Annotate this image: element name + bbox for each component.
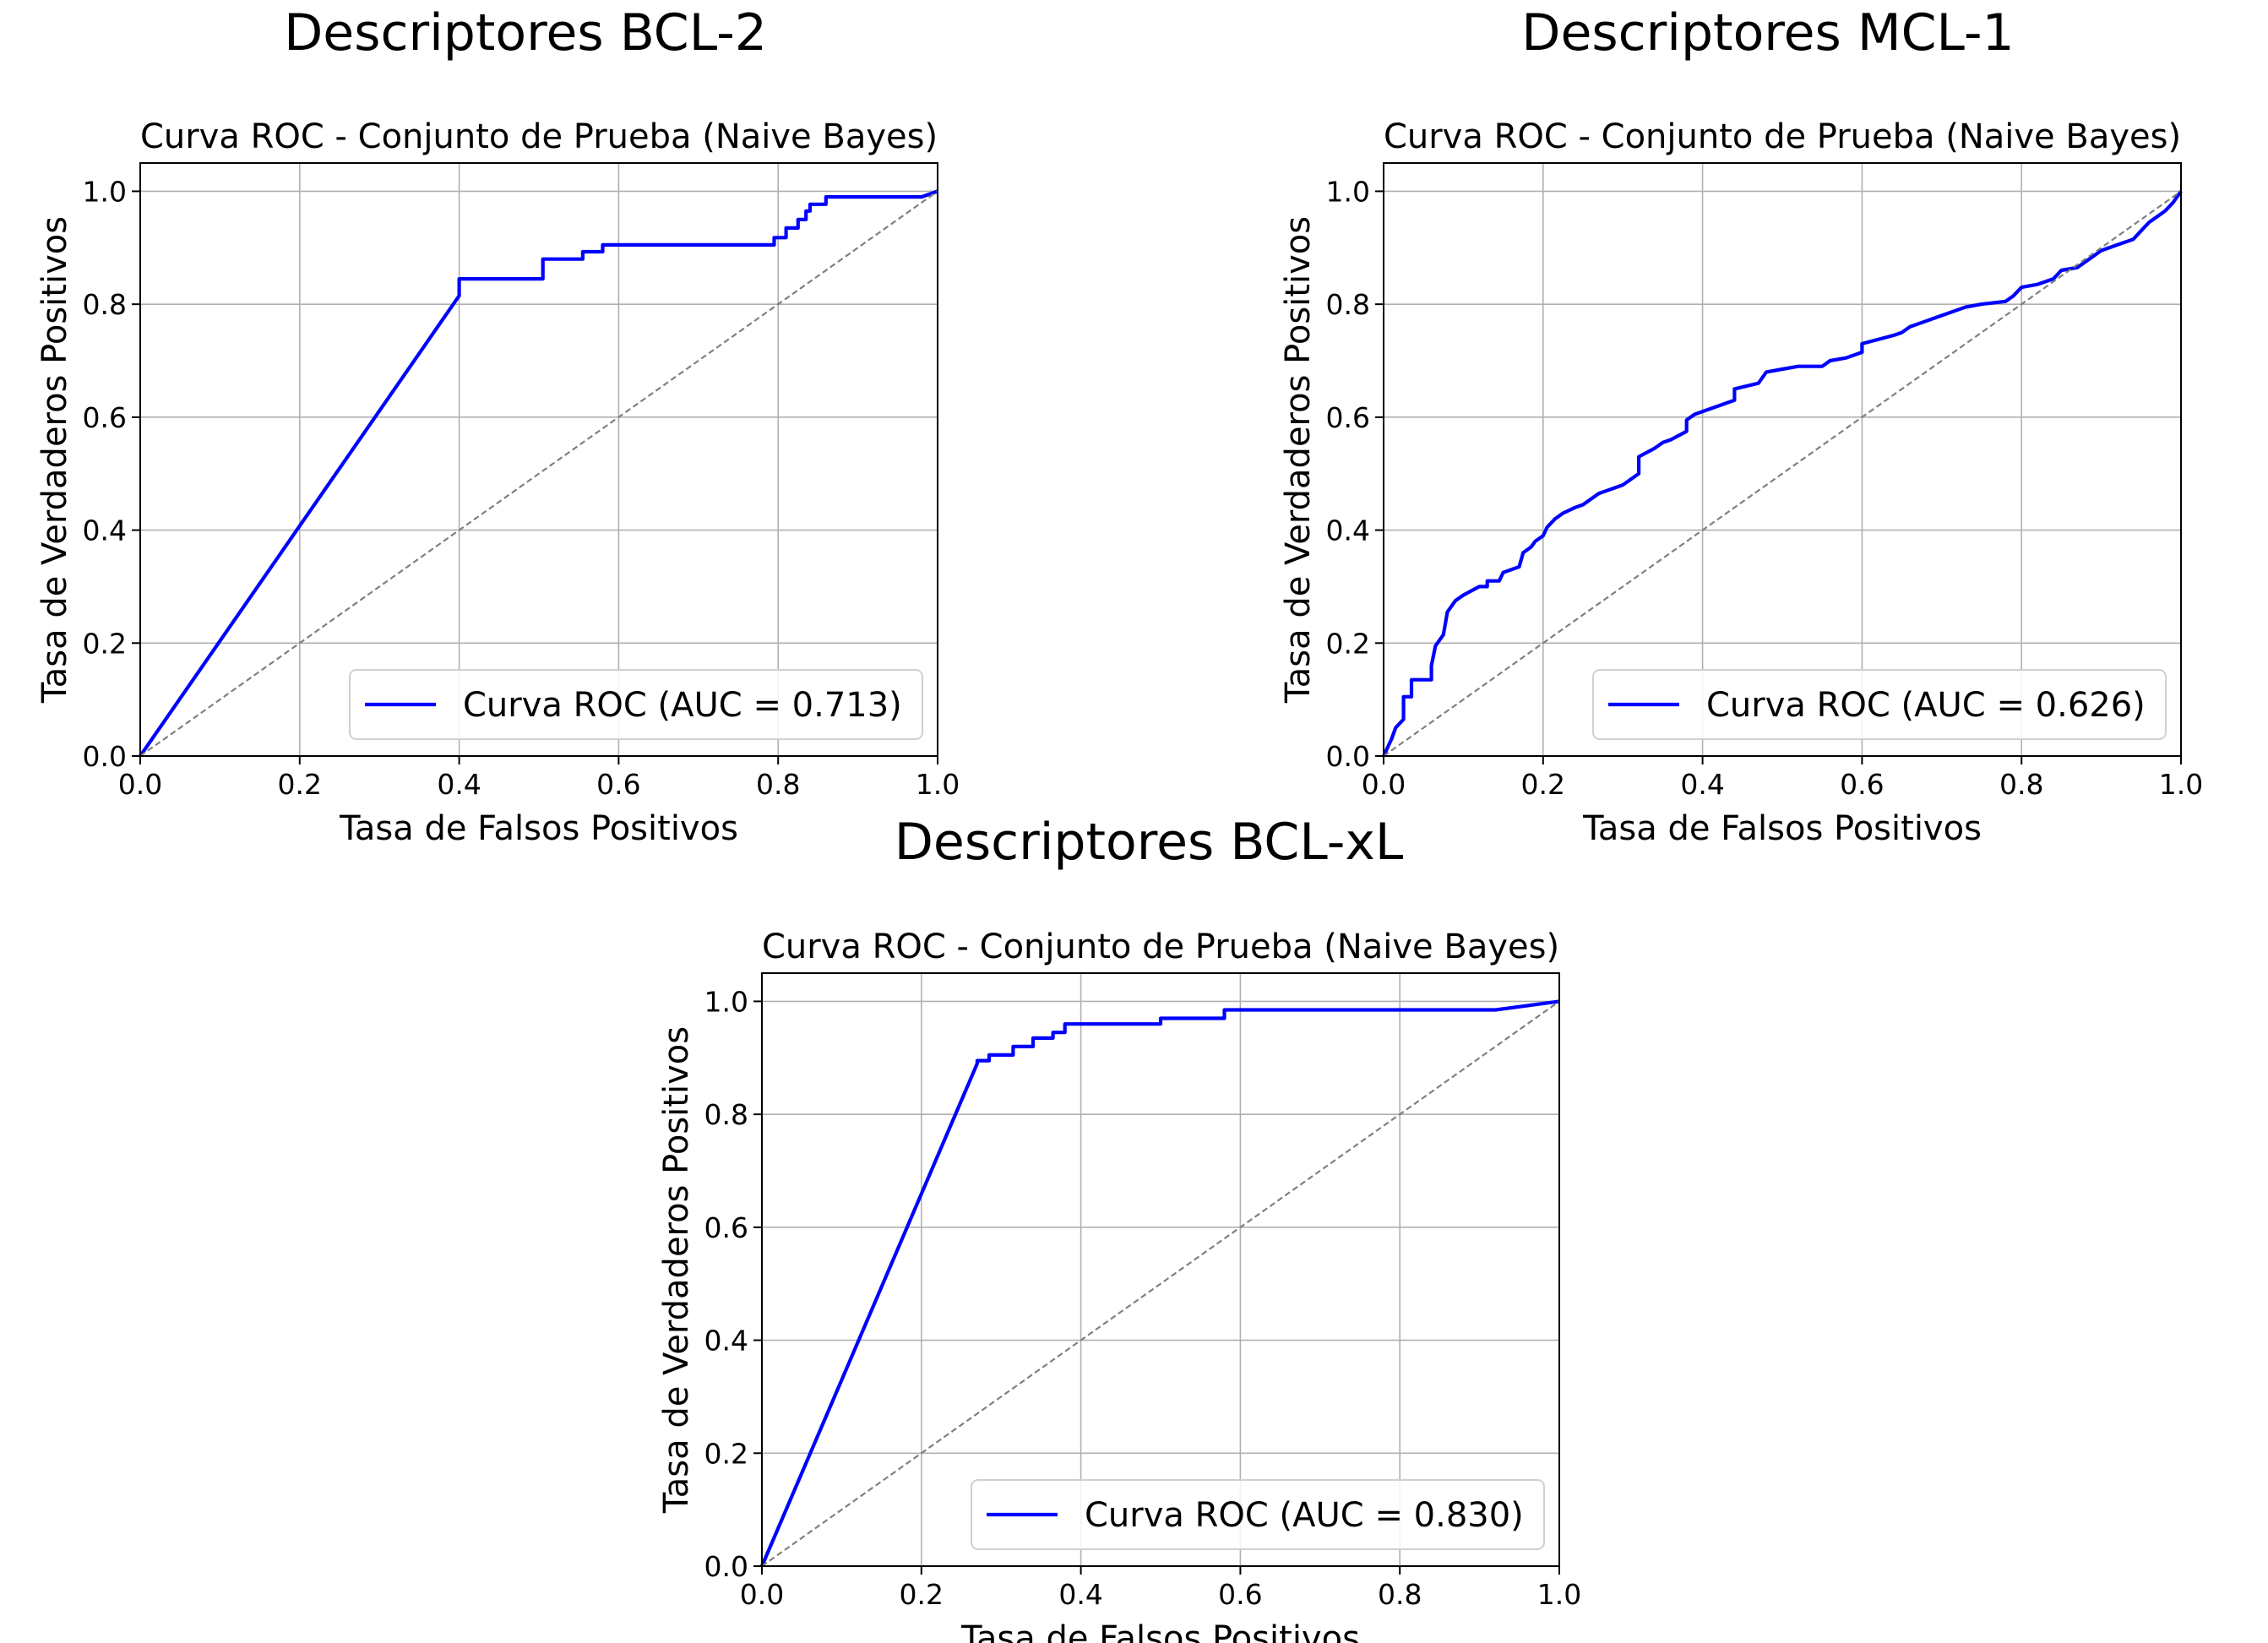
y-axis-label: Tasa de Verdaderos Positivos	[35, 216, 74, 704]
group-title-bcl2: Descriptores BCL-2	[284, 3, 767, 63]
y-tick-label: 0.4	[1326, 514, 1370, 547]
group-title-mcl1: Descriptores MCL-1	[1521, 3, 2015, 63]
x-tick-label: 0.8	[756, 768, 800, 801]
x-axis-label: Tasa de Falsos Positivos	[1582, 809, 1982, 848]
x-tick-label: 0.2	[900, 1578, 944, 1611]
x-tick-label: 0.4	[1058, 1578, 1102, 1611]
legend-label: Curva ROC (AUC = 0.713)	[463, 686, 902, 725]
chart-title: Curva ROC - Conjunto de Prueba (Naive Ba…	[140, 117, 938, 156]
y-tick-label: 0.2	[704, 1437, 748, 1470]
x-tick-label: 0.2	[1521, 768, 1565, 801]
x-axis-label: Tasa de Falsos Positivos	[339, 809, 738, 848]
y-tick-label: 0.0	[1326, 740, 1370, 773]
plot-frame	[761, 972, 1560, 1567]
legend-label: Curva ROC (AUC = 0.626)	[1706, 686, 2146, 725]
roc-curve-line	[139, 189, 938, 758]
y-tick-label: 0.8	[83, 288, 127, 321]
y-tick-label: 0.0	[83, 740, 127, 773]
plot-frame	[139, 162, 938, 757]
x-tick-label: 0.2	[278, 768, 322, 801]
chart-title: Curva ROC - Conjunto de Prueba (Naive Ba…	[1384, 117, 2181, 156]
x-tick-label: 0.0	[740, 1578, 784, 1611]
legend-box	[1592, 669, 2167, 740]
x-tick-label: 0.8	[1378, 1578, 1422, 1611]
x-tick-label: 1.0	[916, 768, 960, 801]
x-tick-label: 0.8	[1999, 768, 2043, 801]
legend-box	[971, 1479, 1545, 1550]
legend-box	[349, 669, 923, 740]
group-title-bclxl: Descriptores BCL-xL	[894, 813, 1404, 872]
y-tick-label: 0.8	[704, 1098, 748, 1131]
y-tick-label: 0.6	[704, 1211, 748, 1244]
y-tick-label: 0.6	[83, 401, 127, 434]
chance-diagonal-line	[139, 190, 938, 757]
y-axis-label: Tasa de Verdaderos Positivos	[657, 1026, 696, 1514]
y-tick-label: 0.4	[704, 1325, 748, 1357]
chance-diagonal-line	[1383, 190, 2182, 757]
y-tick-label: 0.4	[83, 514, 127, 547]
roc-curve-line	[760, 999, 1560, 1567]
y-tick-label: 1.0	[1326, 175, 1370, 208]
chance-diagonal-line	[761, 1000, 1560, 1567]
y-tick-label: 0.2	[1326, 627, 1370, 660]
x-tick-label: 1.0	[2159, 768, 2203, 801]
x-tick-label: 0.6	[1840, 768, 1884, 801]
x-tick-label: 0.0	[118, 768, 162, 801]
y-tick-label: 0.8	[1326, 288, 1370, 321]
y-tick-label: 1.0	[704, 985, 748, 1018]
x-tick-label: 0.4	[437, 768, 481, 801]
y-tick-label: 0.6	[1326, 401, 1370, 434]
x-axis-label: Tasa de Falsos Positivos	[960, 1619, 1360, 1643]
x-tick-label: 1.0	[1537, 1578, 1581, 1611]
y-tick-label: 0.0	[704, 1550, 748, 1583]
y-axis-label: Tasa de Verdaderos Positivos	[1279, 216, 1318, 704]
plot-frame	[1383, 162, 2182, 757]
y-tick-label: 0.2	[83, 627, 127, 660]
x-tick-label: 0.6	[1218, 1578, 1262, 1611]
y-tick-label: 1.0	[83, 175, 127, 208]
roc-curve-line	[1382, 190, 2183, 757]
chart-title: Curva ROC - Conjunto de Prueba (Naive Ba…	[762, 928, 1559, 966]
legend-label: Curva ROC (AUC = 0.830)	[1085, 1496, 1524, 1535]
x-tick-label: 0.4	[1680, 768, 1724, 801]
x-tick-label: 0.6	[596, 768, 640, 801]
x-tick-label: 0.0	[1362, 768, 1406, 801]
